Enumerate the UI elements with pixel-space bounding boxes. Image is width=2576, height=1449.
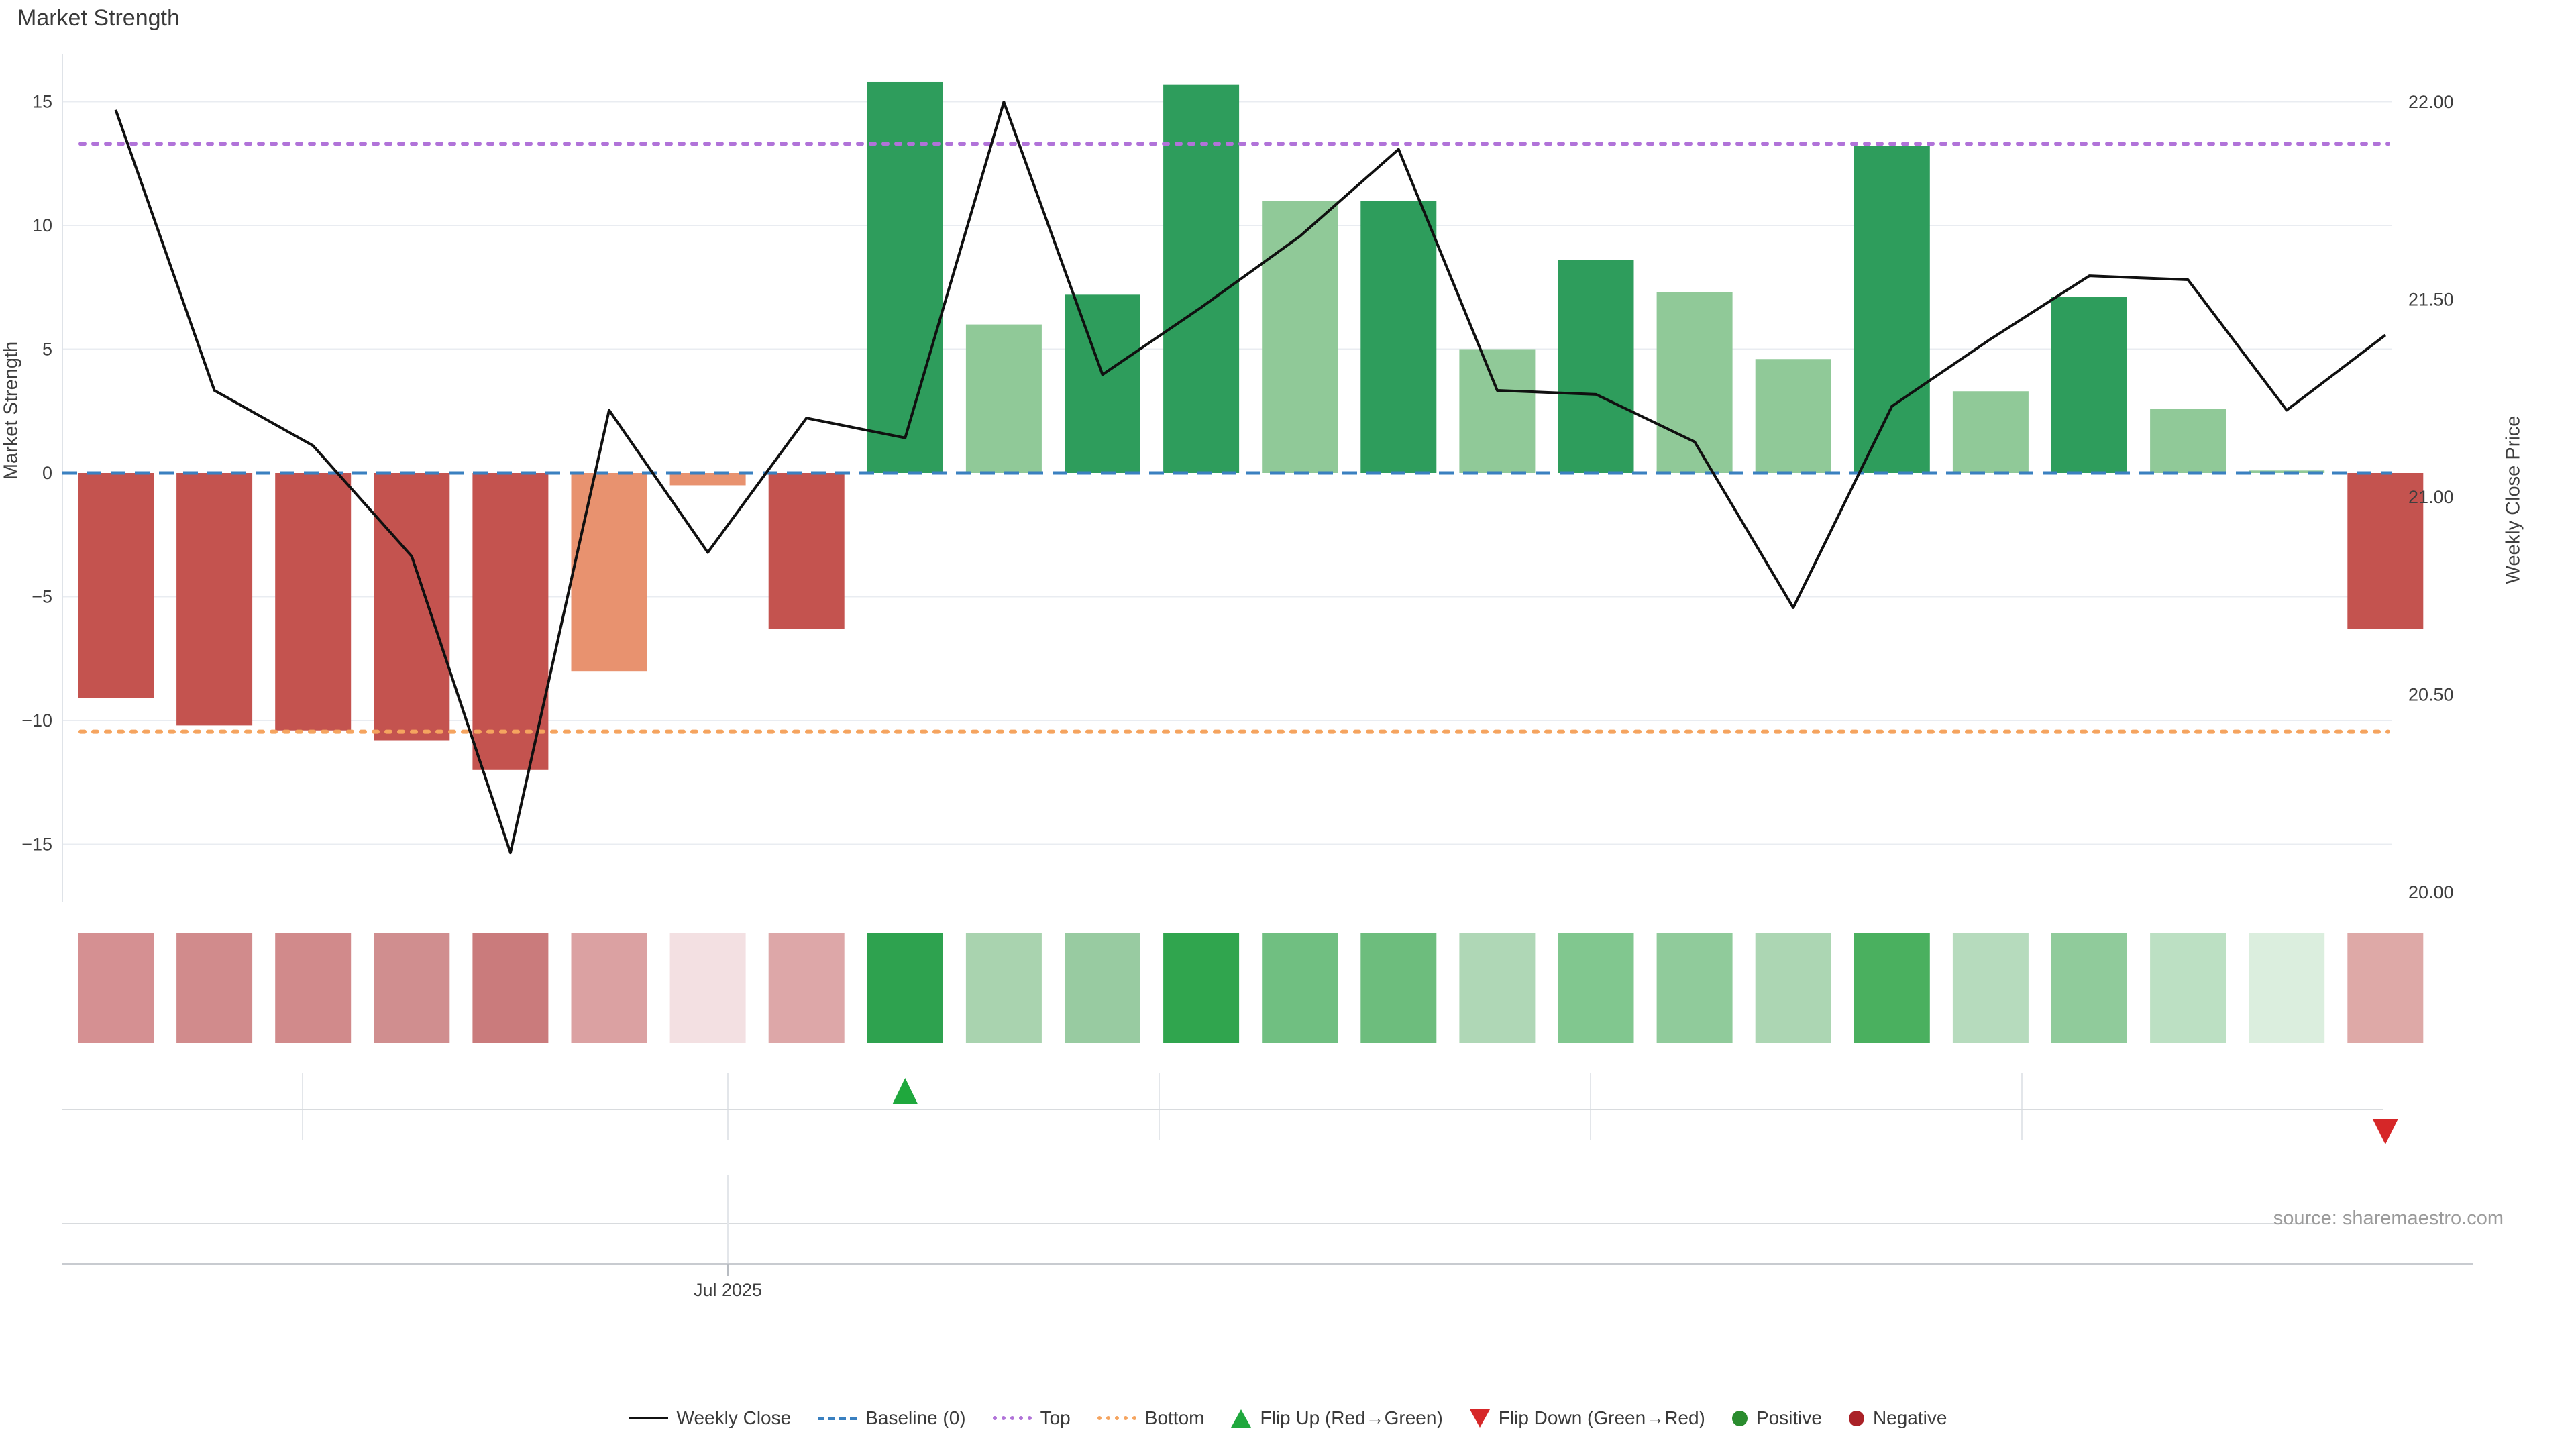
left-tick-label: −10 <box>21 710 52 731</box>
heatmap-cell <box>1065 933 1140 1043</box>
strength-bar <box>176 473 253 726</box>
strength-bar <box>1656 292 1733 473</box>
strength-bar <box>374 473 450 741</box>
x-tick-label: Jul 2025 <box>694 1280 762 1300</box>
strength-bar <box>867 81 943 474</box>
left-tick-label: 5 <box>42 339 52 360</box>
triangle-up-icon <box>1231 1409 1252 1428</box>
strength-bar <box>472 473 549 770</box>
strength-bar <box>2347 473 2424 629</box>
legend-item-negative[interactable]: Negative <box>1848 1407 1947 1429</box>
legend-label: Weekly Close <box>676 1407 792 1428</box>
circle-icon <box>1731 1410 1748 1426</box>
right-tick-label: 22.00 <box>2408 92 2454 112</box>
legend-item-positive[interactable]: Positive <box>1731 1407 1822 1429</box>
heatmap-cell <box>1755 933 1831 1043</box>
legend-item-top[interactable]: Top <box>992 1407 1071 1429</box>
strength-bar <box>965 324 1042 473</box>
heatmap-cell <box>1952 933 2029 1043</box>
heatmap-cell <box>867 933 943 1043</box>
strength-bar <box>78 473 154 698</box>
strength-bar <box>2051 297 2127 473</box>
heatmap-cell <box>2249 933 2325 1043</box>
heatmap-cell <box>374 933 450 1043</box>
heatmap-cell <box>2051 933 2127 1043</box>
strength-bar <box>1558 260 1634 473</box>
heatmap-cell <box>275 933 352 1043</box>
left-tick-label: −5 <box>32 587 52 607</box>
weekly-close-line <box>114 101 2387 855</box>
source-note: source: sharemaestro.com <box>2273 1208 2504 1229</box>
heatmap-cell <box>1163 933 1240 1043</box>
heatmap-cell <box>1558 933 1634 1043</box>
legend-label: Flip Up (Red→Green) <box>1260 1407 1443 1428</box>
circle-icon <box>1848 1410 1864 1426</box>
triangle-down-icon <box>1469 1409 1490 1428</box>
heatmap-cell <box>1459 933 1536 1043</box>
legend-item-flip-up-red-green[interactable]: Flip Up (Red→Green) <box>1231 1407 1443 1429</box>
strength-bar <box>1854 146 1930 474</box>
strength-bar <box>275 473 352 731</box>
left-tick-label: 15 <box>32 92 52 112</box>
right-tick-label: 21.50 <box>2408 290 2454 310</box>
strength-bar <box>1459 349 1536 473</box>
flip-up-marker-icon <box>892 1078 918 1104</box>
strength-bar <box>1163 84 1240 474</box>
strength-bar <box>2150 409 2226 473</box>
strength-bar <box>1262 201 1338 473</box>
strength-bar <box>768 473 845 629</box>
solid-line-icon <box>629 1417 668 1419</box>
legend-item-baseline-0[interactable]: Baseline (0) <box>818 1407 966 1429</box>
left-tick-label: −15 <box>21 835 52 855</box>
right-tick-label: 20.50 <box>2408 685 2454 705</box>
legend-label: Flip Down (Green→Red) <box>1498 1407 1705 1428</box>
dotted-line-icon <box>992 1416 1032 1420</box>
legend-item-flip-down-green-red[interactable]: Flip Down (Green→Red) <box>1469 1407 1705 1429</box>
right-tick-label: 21.00 <box>2408 487 2454 507</box>
dashed-line-icon <box>818 1416 857 1420</box>
left-tick-label: 10 <box>32 215 52 235</box>
heatmap-cell <box>176 933 253 1043</box>
strength-bar <box>669 473 746 486</box>
heatmap-cell <box>1854 933 1930 1043</box>
legend-label: Baseline (0) <box>865 1407 966 1428</box>
heatmap-cell <box>1656 933 1733 1043</box>
strength-bar <box>1065 294 1140 473</box>
heatmap-cell <box>1262 933 1338 1043</box>
heatmap-cell <box>571 933 647 1043</box>
heatmap-cell <box>78 933 154 1043</box>
strength-bar <box>1952 391 2029 473</box>
flip-down-marker-icon <box>2372 1119 2398 1144</box>
left-tick-label: 0 <box>42 463 52 483</box>
strength-bar <box>1360 201 1437 473</box>
legend-item-bottom[interactable]: Bottom <box>1097 1407 1205 1429</box>
dotted-line-icon <box>1097 1416 1136 1420</box>
right-tick-label: 20.00 <box>2408 882 2454 902</box>
legend-label: Top <box>1040 1407 1071 1428</box>
heatmap-cell <box>1360 933 1437 1043</box>
legend-item-weekly-close[interactable]: Weekly Close <box>629 1407 792 1429</box>
legend-label: Positive <box>1756 1407 1822 1428</box>
legend-label: Negative <box>1872 1407 1947 1428</box>
heatmap-cell <box>768 933 845 1043</box>
legend-label: Bottom <box>1144 1407 1205 1428</box>
strength-bar <box>1755 359 1831 473</box>
heatmap-cell <box>2150 933 2226 1043</box>
heatmap-cell <box>965 933 1042 1043</box>
legend: Weekly Close Baseline (0) Top Bottom Flip Up… <box>0 1407 2576 1429</box>
heatmap-cell <box>472 933 549 1043</box>
strength-bar <box>571 473 647 672</box>
heatmap-cell <box>669 933 746 1043</box>
chart-title: Market Strength <box>17 5 180 31</box>
heatmap-cell <box>2347 933 2424 1043</box>
